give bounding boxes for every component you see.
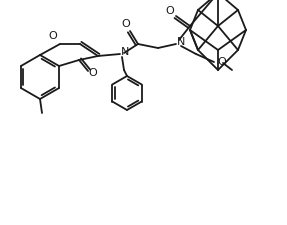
- Text: N: N: [121, 47, 129, 57]
- Text: O: O: [89, 68, 97, 78]
- Text: O: O: [166, 6, 174, 16]
- Text: N: N: [177, 37, 185, 47]
- Text: O: O: [218, 57, 226, 67]
- Text: O: O: [49, 31, 57, 41]
- Text: O: O: [122, 19, 130, 29]
